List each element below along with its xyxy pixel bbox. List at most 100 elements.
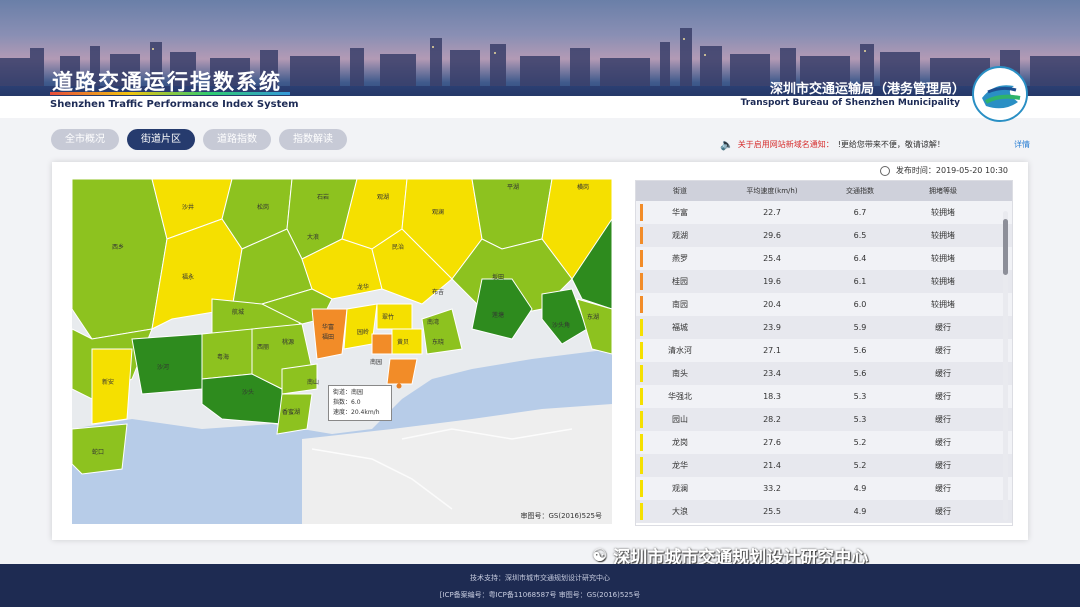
cell-street: 龙华 [672, 461, 688, 470]
map-label: 南湾 [427, 318, 439, 326]
table-row[interactable]: 龙华 21.4 5.2 缓行 [636, 454, 1012, 477]
map-pin [396, 383, 402, 389]
congestion-marker [640, 480, 643, 497]
table-row[interactable]: 福城 23.9 5.9 缓行 [636, 316, 1012, 339]
table-row[interactable]: 大浪 25.5 4.9 缓行 [636, 500, 1012, 523]
cell-speed: 29.6 [763, 231, 781, 240]
publish-time: 发布时间：2019-05-20 10:30 [879, 165, 1008, 176]
cell-street: 南头 [672, 369, 688, 378]
cell-level: 较拥堵 [931, 277, 955, 286]
table-row[interactable]: 清水河 27.1 5.6 缓行 [636, 339, 1012, 362]
cell-street: 华强北 [668, 392, 692, 401]
cell-level: 缓行 [935, 415, 951, 424]
notice-detail-link[interactable]: 详情 [1014, 140, 1030, 149]
col-speed[interactable]: 平均速度(km/h) [746, 187, 798, 195]
table-header: 街道 平均速度(km/h) 交通指数 拥堵等级 [636, 181, 1012, 201]
cell-level: 较拥堵 [931, 254, 955, 263]
table-row[interactable]: 华富 22.7 6.7 较拥堵 [636, 201, 1012, 224]
map-label: 松岗 [257, 203, 269, 211]
map-label: 观澜 [432, 208, 444, 216]
system-title: 道路交通运行指数系统 [52, 70, 282, 94]
congestion-marker [640, 204, 643, 221]
congestion-marker [640, 342, 643, 359]
map-label: 华富 [322, 323, 334, 331]
map-label: 布吉 [432, 288, 444, 296]
congestion-marker [640, 296, 643, 313]
cell-speed: 22.7 [763, 208, 781, 217]
district-map[interactable]: 西乡 福永 沙井 松岗 石岩 观澜 龙华 民治 大浪 观湖 平湖 布吉 南湾 横… [72, 179, 612, 524]
cell-level: 较拥堵 [931, 300, 955, 309]
tooltip-speed: 速度：20.4km/h [333, 409, 380, 416]
map-label: 南山 [307, 378, 319, 386]
map-label: 沙头角 [552, 321, 570, 329]
cell-speed: 33.2 [763, 484, 781, 493]
col-index[interactable]: 交通指数 [846, 187, 874, 195]
table-row[interactable]: 园山 28.2 5.3 缓行 [636, 408, 1012, 431]
map-label: 龙华 [357, 283, 369, 291]
table-body: 华富 22.7 6.7 较拥堵 观湖 29.6 6.5 较拥堵 燕罗 25.4 6.4 较拥堵 桂园 19… [636, 201, 1012, 523]
congestion-marker [640, 388, 643, 405]
header-banner [0, 0, 1080, 118]
map-label: 沙头 [242, 388, 254, 396]
map-label: 航城 [232, 308, 244, 316]
table-row[interactable]: 观湖 29.6 6.5 较拥堵 [636, 224, 1012, 247]
map-label: 西丽 [257, 344, 269, 351]
table-row[interactable]: 南园 20.4 6.0 较拥堵 [636, 293, 1012, 316]
cell-speed: 23.9 [763, 323, 781, 332]
table-row[interactable]: 桂园 19.6 6.1 较拥堵 [636, 270, 1012, 293]
cell-street: 福城 [672, 323, 688, 332]
cell-speed: 23.4 [763, 369, 781, 378]
speaker-icon: 🔈 [720, 138, 734, 151]
notice-bar: 🔈 关于启用网站新域名通知： !更给您带来不便，敬请谅解！ [720, 138, 945, 151]
scrollbar-thumb[interactable] [1003, 219, 1008, 275]
cell-level: 缓行 [935, 461, 951, 470]
cell-level: 缓行 [935, 346, 951, 355]
tab-city-overview[interactable]: 全市概况 [51, 129, 119, 150]
cell-street: 桂园 [672, 277, 688, 286]
district-map-svg[interactable]: 西乡 福永 沙井 松岗 石岩 观澜 龙华 民治 大浪 观湖 平湖 布吉 南湾 横… [72, 179, 612, 524]
col-street[interactable]: 街道 [673, 187, 687, 195]
cell-street: 燕罗 [672, 254, 688, 263]
header-strip [0, 96, 1080, 118]
cell-street: 清水河 [668, 346, 692, 355]
cell-level: 缓行 [935, 438, 951, 447]
clock-icon [879, 165, 890, 176]
cell-street: 观澜 [672, 484, 688, 493]
map-label: 坂田 [492, 273, 504, 281]
table-row[interactable]: 华强北 18.3 5.3 缓行 [636, 385, 1012, 408]
congestion-marker [640, 457, 643, 474]
cell-index: 5.6 [853, 369, 867, 378]
table-scrollbar[interactable] [1003, 211, 1008, 521]
table-row[interactable]: 南头 23.4 5.6 缓行 [636, 362, 1012, 385]
col-level[interactable]: 拥堵等级 [929, 187, 957, 195]
map-label: 粤海 [217, 353, 229, 361]
tab-road-index[interactable]: 道路指数 [203, 129, 271, 150]
map-label: 南园 [370, 358, 382, 366]
wechat-watermark: ☯ 深圳市城市交通规划设计研究中心 [592, 543, 869, 569]
congestion-marker [640, 503, 643, 520]
notice-text[interactable]: 关于启用网站新域名通知： [737, 140, 834, 149]
bureau-name: 深圳市交通运输局（港务管理局） [769, 82, 965, 97]
map-label: 东湖 [587, 313, 599, 321]
nav-tabs: 全市概况 街道片区 道路指数 指数解读 [51, 129, 347, 150]
table-row[interactable]: 龙岗 27.6 5.2 缓行 [636, 431, 1012, 454]
map-label: 福田 [322, 333, 334, 341]
cell-level: 较拥堵 [931, 231, 955, 240]
wechat-icon: ☯ [592, 545, 608, 566]
tab-street-district[interactable]: 街道片区 [127, 129, 195, 150]
cell-index: 6.0 [853, 300, 867, 309]
map-label: 新安 [102, 378, 114, 386]
cell-speed: 21.4 [763, 461, 781, 470]
cell-speed: 28.2 [763, 415, 781, 424]
congestion-marker [640, 434, 643, 451]
table-row[interactable]: 观澜 33.2 4.9 缓行 [636, 477, 1012, 500]
cell-street: 龙岗 [672, 438, 688, 447]
map-label: 沙河 [157, 363, 169, 371]
watermark-text: 深圳市城市交通规划设计研究中心 [613, 548, 869, 568]
notice-rest: !更给您带来不便，敬请谅解！ [837, 140, 945, 149]
congestion-marker [640, 319, 643, 336]
city-skyline-image [0, 28, 1080, 88]
tab-index-explanation[interactable]: 指数解读 [279, 129, 347, 150]
congestion-marker [640, 273, 643, 290]
table-row[interactable]: 燕罗 25.4 6.4 较拥堵 [636, 247, 1012, 270]
